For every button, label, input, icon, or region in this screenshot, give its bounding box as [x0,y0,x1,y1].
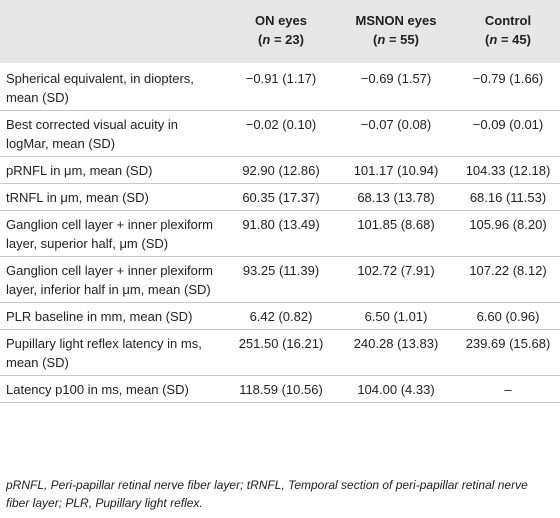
cell-msnon-eyes: 102.72 (7.91) [336,256,456,303]
table-footnote: pRNFL, Peri-papillar retinal nerve fiber… [6,478,528,510]
table-header: ON eyes (n = 23) MSNON eyes (n = 55) Con… [0,0,560,63]
header-control-n: (n = 45) [485,32,531,47]
cell-control: 104.33 (12.18) [456,156,560,184]
table-row: Ganglion cell layer + inner plexiform la… [0,210,560,257]
data-table: ON eyes (n = 23) MSNON eyes (n = 55) Con… [0,0,560,403]
header-msnon-eyes-name: MSNON eyes [355,13,437,28]
cell-msnon-eyes: 68.13 (13.78) [336,183,456,211]
cell-on-eyes: 251.50 (16.21) [226,329,336,376]
n-symbol: n [262,32,271,47]
cell-on-eyes: 93.25 (11.39) [226,256,336,303]
cell-msnon-eyes: −0.07 (0.08) [336,110,456,157]
table-row: pRNFL in μm, mean (SD) 92.90 (12.86) 101.1… [0,156,560,184]
table-row: Pupillary light reflex latency in ms, me… [0,329,560,376]
cell-on-eyes: 60.35 (17.37) [226,183,336,211]
cell-control: – [456,375,560,403]
cell-control: 107.22 (8.12) [456,256,560,303]
cell-control: −0.09 (0.01) [456,110,560,157]
cell-on-eyes: 92.90 (12.86) [226,156,336,184]
cell-control: 105.96 (8.20) [456,210,560,257]
table-row: Latency p100 in ms, mean (SD) 118.59 (10.… [0,375,560,403]
table-row: Best corrected visual acuity in logMar, … [0,110,560,157]
table-body: Spherical equivalent, in diopters, mean … [0,63,560,403]
table-row: Ganglion cell layer + inner plexiform la… [0,256,560,303]
header-row: ON eyes (n = 23) MSNON eyes (n = 55) Con… [0,0,560,63]
cell-msnon-eyes: 240.28 (13.83) [336,329,456,376]
row-label: Ganglion cell layer + inner plexiform la… [0,210,226,257]
row-label: Latency p100 in ms, mean (SD) [0,375,226,403]
cell-on-eyes: 118.59 (10.56) [226,375,336,403]
cell-msnon-eyes: −0.69 (1.57) [336,63,456,111]
header-on-eyes-n: (n = 23) [258,32,304,47]
cell-msnon-eyes: 6.50 (1.01) [336,302,456,330]
table-row: Spherical equivalent, in diopters, mean … [0,63,560,111]
table-row: PLR baseline in mm, mean (SD) 6.42 (0.82)… [0,302,560,330]
row-label: Ganglion cell layer + inner plexiform la… [0,256,226,303]
cell-control: 6.60 (0.96) [456,302,560,330]
row-label: Best corrected visual acuity in logMar, … [0,110,226,157]
row-label: Pupillary light reflex latency in ms, me… [0,329,226,376]
row-label: tRNFL in μm, mean (SD) [0,183,226,211]
n-symbol: n [489,32,498,47]
cell-control: 68.16 (11.53) [456,183,560,211]
header-msnon-eyes-n: (n = 55) [373,32,419,47]
cell-control: −0.79 (1.66) [456,63,560,111]
table-row: tRNFL in μm, mean (SD) 60.35 (17.37) 68.13… [0,183,560,211]
n-symbol: n [377,32,386,47]
header-stub [0,0,226,63]
row-label: pRNFL in μm, mean (SD) [0,156,226,184]
row-label: Spherical equivalent, in diopters, mean … [0,63,226,111]
cell-msnon-eyes: 101.85 (8.68) [336,210,456,257]
cell-on-eyes: 91.80 (13.49) [226,210,336,257]
header-control-name: Control [484,13,532,28]
header-msnon-eyes: MSNON eyes (n = 55) [336,0,456,63]
cell-on-eyes: −0.91 (1.17) [226,63,336,111]
header-control: Control (n = 45) [456,0,560,63]
cell-msnon-eyes: 101.17 (10.94) [336,156,456,184]
cell-msnon-eyes: 104.00 (4.33) [336,375,456,403]
header-on-eyes-name: ON eyes [254,13,308,28]
row-label: PLR baseline in mm, mean (SD) [0,302,226,330]
cell-on-eyes: −0.02 (0.10) [226,110,336,157]
cell-on-eyes: 6.42 (0.82) [226,302,336,330]
cell-control: 239.69 (15.68) [456,329,560,376]
header-on-eyes: ON eyes (n = 23) [226,0,336,63]
